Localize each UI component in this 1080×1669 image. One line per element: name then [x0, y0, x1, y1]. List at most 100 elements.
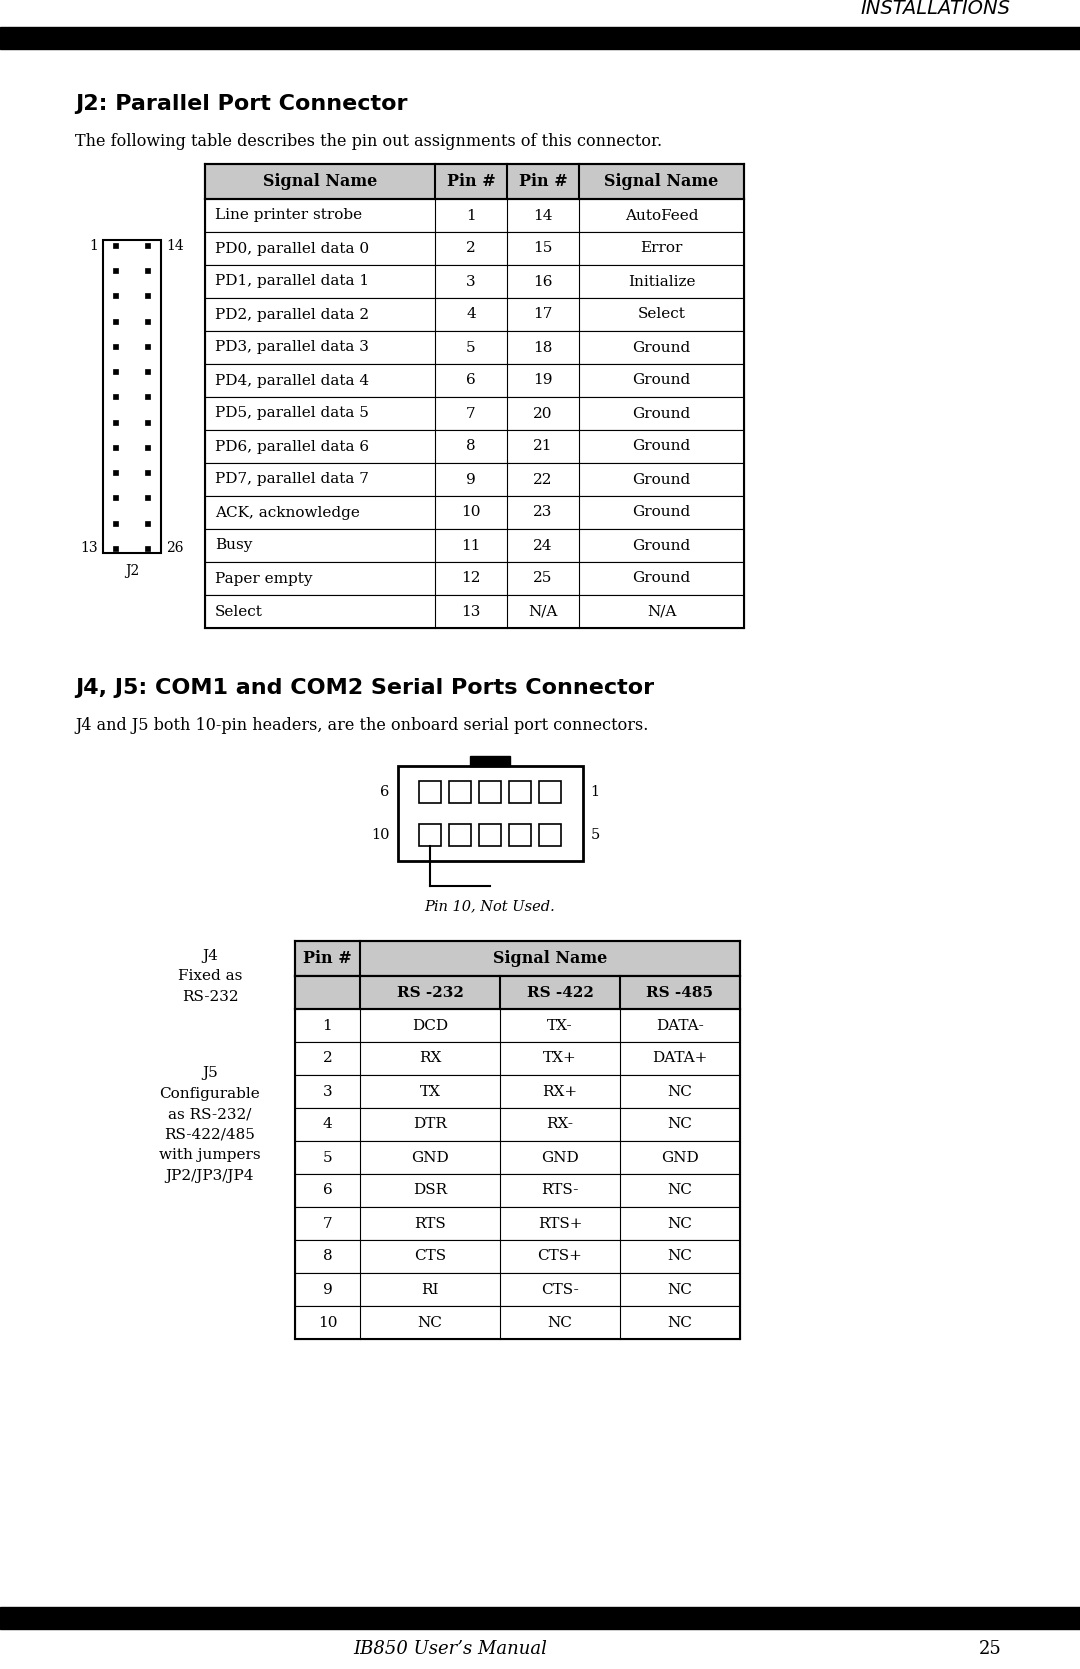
Bar: [205, 199, 744, 232]
Bar: [145, 446, 149, 451]
Text: Ground: Ground: [633, 506, 690, 519]
Bar: [112, 294, 118, 299]
Text: 19: 19: [534, 374, 553, 387]
Text: Error: Error: [640, 242, 683, 255]
Bar: [145, 496, 149, 501]
Text: IB850 User’s Manual: IB850 User’s Manual: [353, 1641, 546, 1657]
Text: 3: 3: [323, 1085, 333, 1098]
Text: GND: GND: [411, 1150, 449, 1165]
Text: 1: 1: [323, 1018, 333, 1033]
Text: PD4, parallel data 4: PD4, parallel data 4: [215, 374, 369, 387]
Bar: [205, 265, 744, 299]
Bar: [205, 164, 744, 199]
Text: 9: 9: [323, 1282, 333, 1297]
Bar: [205, 596, 744, 628]
Text: 16: 16: [534, 274, 553, 289]
Text: PD3, parallel data 3: PD3, parallel data 3: [215, 340, 369, 354]
Text: 8: 8: [323, 1250, 333, 1263]
Text: 21: 21: [534, 439, 553, 454]
Bar: [205, 462, 744, 496]
Bar: [145, 294, 149, 299]
Text: GND: GND: [661, 1150, 699, 1165]
Text: 2: 2: [467, 242, 476, 255]
Text: PD0, parallel data 0: PD0, parallel data 0: [215, 242, 369, 255]
Bar: [0, 1607, 1080, 1629]
Text: 5: 5: [467, 340, 476, 354]
Text: CTS-: CTS-: [541, 1282, 579, 1297]
Text: Signal Name: Signal Name: [492, 950, 607, 966]
Bar: [112, 319, 118, 324]
Bar: [112, 446, 118, 451]
Text: Ground: Ground: [633, 539, 690, 552]
Text: CTS: CTS: [414, 1250, 446, 1263]
Bar: [145, 394, 149, 399]
Text: RX-: RX-: [546, 1118, 573, 1132]
Text: 10: 10: [372, 828, 390, 841]
Text: DATA+: DATA+: [652, 1051, 707, 1065]
Text: The following table describes the pin out assignments of this connector.: The following table describes the pin ou…: [75, 134, 662, 150]
Text: 15: 15: [534, 242, 553, 255]
Text: INSTALLATIONS: INSTALLATIONS: [860, 0, 1010, 18]
Bar: [295, 1010, 740, 1041]
Bar: [295, 1108, 740, 1142]
Text: 10: 10: [318, 1315, 337, 1330]
Text: Ground: Ground: [633, 472, 690, 486]
Text: NC: NC: [667, 1282, 692, 1297]
Text: Select: Select: [637, 307, 686, 322]
Bar: [419, 824, 441, 846]
Text: RS -485: RS -485: [647, 985, 714, 1000]
Bar: [145, 344, 149, 349]
Text: J2: Parallel Port Connector: J2: Parallel Port Connector: [75, 93, 407, 113]
Bar: [449, 781, 471, 803]
Bar: [145, 419, 149, 424]
Text: J5
Configurable
as RS-232/
RS-422/485
with jumpers
JP2/JP3/JP4: J5 Configurable as RS-232/ RS-422/485 wi…: [159, 1066, 260, 1183]
Text: Pin #: Pin #: [447, 174, 496, 190]
Text: RI: RI: [421, 1282, 438, 1297]
Bar: [112, 521, 118, 526]
Text: Ground: Ground: [633, 571, 690, 586]
Text: NC: NC: [667, 1315, 692, 1330]
Text: Pin 10, Not Used.: Pin 10, Not Used.: [424, 900, 555, 913]
Bar: [295, 1173, 740, 1207]
Bar: [295, 976, 740, 1010]
Text: J4 and J5 both 10-pin headers, are the onboard serial port connectors.: J4 and J5 both 10-pin headers, are the o…: [75, 718, 648, 734]
Text: PD5, parallel data 5: PD5, parallel data 5: [215, 407, 369, 421]
Text: RX+: RX+: [542, 1085, 578, 1098]
Text: 1: 1: [591, 784, 599, 799]
Text: J4, J5: COM1 and COM2 Serial Ports Connector: J4, J5: COM1 and COM2 Serial Ports Conne…: [75, 678, 654, 698]
Text: 14: 14: [534, 209, 553, 222]
Text: 7: 7: [323, 1217, 333, 1230]
Bar: [419, 781, 441, 803]
Text: 25: 25: [534, 571, 553, 586]
Text: 18: 18: [534, 340, 553, 354]
Text: ACK, acknowledge: ACK, acknowledge: [215, 506, 360, 519]
Bar: [509, 781, 531, 803]
Bar: [205, 496, 744, 529]
Bar: [539, 824, 561, 846]
Text: Ground: Ground: [633, 340, 690, 354]
Text: DCD: DCD: [411, 1018, 448, 1033]
Bar: [480, 824, 501, 846]
Text: DSR: DSR: [413, 1183, 447, 1197]
Text: Ground: Ground: [633, 374, 690, 387]
Text: Pin #: Pin #: [303, 950, 352, 966]
Bar: [205, 232, 744, 265]
Text: Ground: Ground: [633, 407, 690, 421]
Bar: [0, 27, 1080, 48]
Text: Pin #: Pin #: [518, 174, 567, 190]
Text: N/A: N/A: [528, 604, 557, 619]
Text: J2: J2: [125, 564, 139, 579]
Text: Busy: Busy: [215, 539, 253, 552]
Bar: [145, 471, 149, 476]
Bar: [397, 766, 582, 861]
Text: 23: 23: [534, 506, 553, 519]
Text: Line printer strobe: Line printer strobe: [215, 209, 362, 222]
Bar: [145, 269, 149, 274]
Text: 4: 4: [323, 1118, 333, 1132]
Text: N/A: N/A: [647, 604, 676, 619]
Text: 24: 24: [534, 539, 553, 552]
Text: TX+: TX+: [543, 1051, 577, 1065]
Text: 9: 9: [467, 472, 476, 486]
Text: 13: 13: [461, 604, 481, 619]
Text: 14: 14: [166, 239, 184, 252]
